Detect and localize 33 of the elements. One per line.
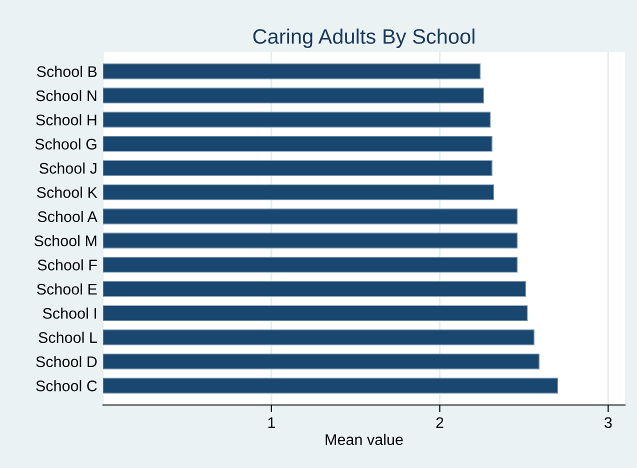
- y-tick-label: School A: [38, 210, 98, 222]
- y-tick-label: School B: [36, 66, 97, 78]
- bar: [103, 378, 558, 394]
- x-tick-label: 1: [268, 417, 275, 428]
- y-tick-label: School J: [40, 162, 96, 174]
- bar: [103, 63, 481, 80]
- y-tick-label: School E: [36, 283, 97, 295]
- y-tick-label: School G: [35, 138, 96, 150]
- x-tick-label: 2: [436, 417, 444, 428]
- chart-title: Caring Adults By School: [253, 28, 474, 48]
- y-tick-label: School D: [36, 356, 97, 368]
- y-tick-label: School M: [34, 235, 96, 246]
- y-tick-label: School N: [36, 90, 96, 102]
- bar: [103, 354, 540, 370]
- y-tick-label: School K: [36, 186, 98, 198]
- y-tick-label: School H: [36, 114, 96, 126]
- y-tick-label: School I: [42, 308, 96, 319]
- bar: [103, 281, 526, 297]
- bar: [103, 184, 494, 200]
- y-tick-label: School C: [36, 380, 97, 392]
- x-axis-title: Mean value: [326, 434, 403, 446]
- bar: [103, 208, 518, 224]
- bar: [103, 136, 492, 152]
- x-tick-label: 3: [604, 417, 612, 428]
- bar: [103, 305, 528, 322]
- bar: [103, 232, 518, 249]
- bar: [103, 160, 492, 176]
- y-tick-label: School L: [38, 332, 97, 343]
- bar: [103, 329, 534, 346]
- bar: [103, 256, 518, 273]
- bar: [103, 88, 484, 104]
- bar: [103, 112, 491, 128]
- y-tick-label: School F: [38, 259, 97, 270]
